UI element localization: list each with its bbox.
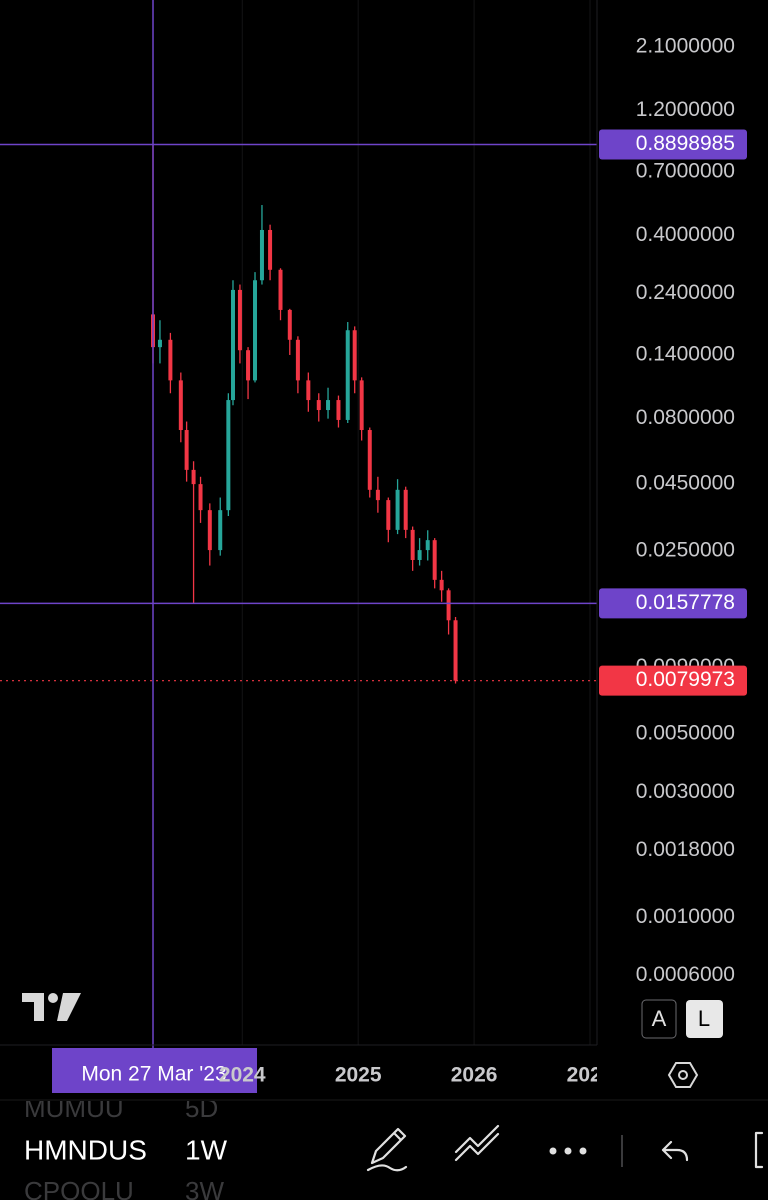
y-tick-label: 0.0050000 [636,722,735,745]
prev-symbol[interactable]: MUMUU [24,1093,124,1123]
crosshair-date-box [52,1048,258,1093]
y-tick-label: 0.0450000 [636,472,735,495]
y-tick-label: 0.4000000 [636,223,735,246]
y-tick-label: 0.0250000 [636,539,735,562]
y-tick-label: 0.0006000 [636,963,735,986]
candle-body [439,579,444,591]
x-tick-label: 2025 [335,1064,382,1087]
y-tick-label: 0.0800000 [636,406,735,429]
settings-icon[interactable] [667,1062,699,1088]
candle-body [410,529,415,560]
candle-body [345,330,350,420]
symbol-wheel[interactable]: MUMUU HMNDUS CPOOLU [24,1093,147,1200]
x-tick-label: 2027 [567,1064,614,1087]
y-tick-label: 0.0010000 [636,905,735,928]
candle-body [432,540,437,580]
next-symbol[interactable]: CPOOLU [24,1176,134,1200]
candle-layer [151,144,458,684]
draw-icon[interactable] [366,1127,408,1172]
undo-icon[interactable] [661,1140,689,1162]
candle-body [157,339,162,348]
candle-body [352,330,357,381]
overlay-layer: 2.1000000 1.2000000 0.7000000 0.4000000 0.24… [0,0,747,1093]
candle-body [375,489,380,501]
candle-body [336,400,341,420]
candle-body [230,289,235,401]
y-tick-label: 0.7000000 [636,159,735,182]
last-price-box [599,665,747,696]
y-tick-label: 2.1000000 [636,34,735,57]
candle-body [287,309,292,340]
x-tick-label: 2026 [451,1064,498,1087]
tv-logo [22,993,81,1021]
price-label: 0.8898985 [636,132,735,155]
price-label-box [599,129,747,160]
auto-scale-button[interactable] [641,999,677,1039]
candle-body [417,550,422,560]
y-tick-label: 0.0018000 [636,838,735,861]
auto-scale-label[interactable]: A [652,1006,667,1031]
candle-body [359,380,364,431]
candle-body [316,400,321,411]
candle-body [295,339,300,381]
candle-body [218,510,223,551]
y-tick-label: 0.2400000 [636,281,735,304]
candle-body [253,280,258,381]
candle-body [207,510,212,551]
y-tick-label: 1.2000000 [636,98,735,121]
candle-body [306,380,311,401]
x-axis: 2024 2025 2026 2027 [219,1064,614,1087]
y-tick-label: 0.1400000 [636,343,735,366]
fullscreen-icon[interactable] [754,1131,764,1169]
candle-body [453,620,458,681]
candle-body [198,484,203,511]
candle-body [178,380,183,431]
price-label-box [599,588,747,619]
price-label: 0.0157778 [636,591,735,614]
more-icon[interactable] [549,1147,587,1155]
symbol[interactable]: HMNDUS [24,1134,147,1165]
candle-body [395,489,400,530]
candle-body [246,350,251,381]
log-scale-label[interactable]: L [698,1006,710,1031]
candle-body [184,430,189,470]
y-tick-label: 0.0030000 [636,780,735,803]
candle-body [367,430,372,490]
candle-body [191,469,196,485]
interval-wheel[interactable]: 5D 1W 3W [185,1093,228,1200]
log-scale-button[interactable] [686,1000,723,1038]
candle-body [278,269,283,310]
candle-body [446,590,451,621]
candle-body [237,289,242,351]
candle-body [425,540,430,551]
interval[interactable]: 1W [185,1134,228,1165]
prev-interval[interactable]: 5D [185,1093,218,1123]
crosshair-date: Mon 27 Mar '23 [81,1063,226,1086]
candle-body [226,400,231,511]
last-price-label: 0.0079973 [636,668,735,691]
candle-body [386,500,391,530]
next-interval[interactable]: 3W [185,1176,224,1200]
candle-body [403,489,408,530]
candle-body [268,229,273,270]
candle-body [168,339,173,381]
x-tick-label: 2024 [219,1064,266,1087]
grid-layer [241,0,591,1045]
candle-body [259,229,264,281]
trend-icon[interactable] [454,1124,500,1162]
candle-body [326,400,331,411]
